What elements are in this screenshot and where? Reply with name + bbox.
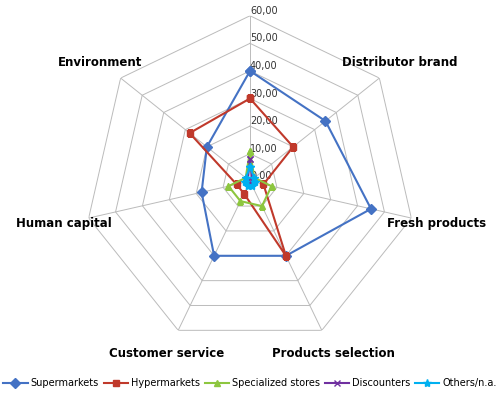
Line: Others/n.a.: Others/n.a. bbox=[240, 163, 260, 190]
Hypermarkets bbox=[247, 96, 253, 101]
Discounters bbox=[249, 177, 255, 182]
Specialized stores bbox=[259, 204, 265, 208]
Legend: Supermarkets, Hypermarkets, Specialized stores, Discounters, Others/n.a.: Supermarkets, Hypermarkets, Specialized … bbox=[4, 378, 496, 388]
Supermarkets bbox=[211, 253, 217, 258]
Supermarkets bbox=[368, 206, 374, 211]
Supermarkets bbox=[322, 119, 328, 123]
Specialized stores bbox=[247, 149, 253, 153]
Others/n.a. bbox=[242, 175, 248, 180]
Hypermarkets bbox=[186, 131, 192, 136]
Supermarkets bbox=[198, 190, 204, 195]
Discounters bbox=[245, 177, 251, 182]
Specialized stores bbox=[226, 184, 232, 188]
Discounters bbox=[247, 157, 253, 162]
Hypermarkets bbox=[283, 253, 289, 258]
Others/n.a. bbox=[252, 175, 258, 180]
Discounters bbox=[244, 180, 250, 184]
Hypermarkets bbox=[234, 182, 239, 187]
Hypermarkets bbox=[247, 96, 253, 101]
Hypermarkets bbox=[260, 182, 266, 187]
Discounters bbox=[248, 181, 254, 186]
Others/n.a. bbox=[242, 180, 248, 185]
Discounters bbox=[246, 181, 252, 186]
Supermarkets bbox=[283, 253, 289, 258]
Specialized stores bbox=[268, 184, 274, 188]
Others/n.a. bbox=[247, 165, 253, 170]
Discounters bbox=[247, 157, 253, 162]
Specialized stores bbox=[238, 199, 244, 203]
Others/n.a. bbox=[244, 184, 250, 189]
Supermarkets bbox=[204, 145, 210, 149]
Others/n.a. bbox=[247, 165, 253, 170]
Others/n.a. bbox=[250, 184, 256, 189]
Line: Hypermarkets: Hypermarkets bbox=[186, 95, 296, 259]
Hypermarkets bbox=[241, 191, 247, 196]
Discounters bbox=[250, 180, 256, 184]
Line: Specialized stores: Specialized stores bbox=[225, 147, 275, 210]
Others/n.a. bbox=[252, 180, 258, 185]
Supermarkets bbox=[247, 69, 253, 73]
Line: Supermarkets: Supermarkets bbox=[198, 67, 374, 259]
Specialized stores bbox=[242, 175, 248, 180]
Hypermarkets bbox=[290, 145, 296, 149]
Supermarkets bbox=[247, 69, 253, 73]
Specialized stores bbox=[252, 175, 258, 180]
Specialized stores bbox=[247, 149, 253, 153]
Line: Discounters: Discounters bbox=[244, 156, 256, 187]
